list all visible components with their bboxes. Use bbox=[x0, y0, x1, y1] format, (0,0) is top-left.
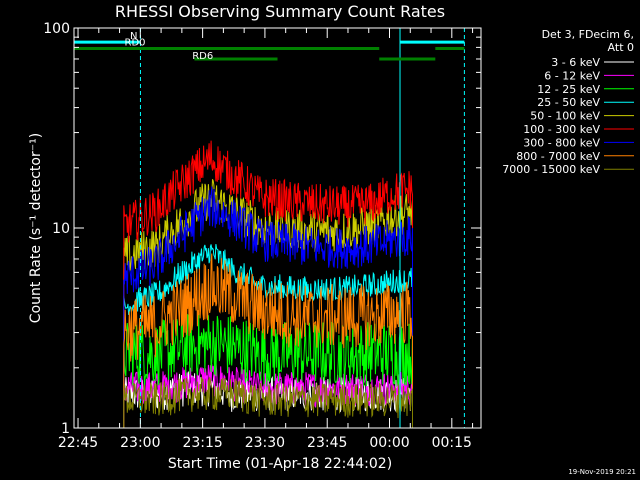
series-line-9 bbox=[123, 376, 413, 428]
legend-header-line-2: Att 0 bbox=[608, 41, 634, 54]
series-layer bbox=[123, 140, 413, 428]
y-tick-label: 1 bbox=[61, 421, 70, 437]
x-tick-label: 22:45 bbox=[58, 435, 98, 451]
legend-label: 50 - 100 keV bbox=[530, 110, 600, 123]
y-tick-label: 100 bbox=[43, 21, 70, 37]
legend-label: 800 - 7000 keV bbox=[516, 150, 600, 163]
legend-header-line-1: Det 3, FDecim 6, bbox=[542, 28, 634, 41]
x-tick-label: 00:00 bbox=[369, 435, 409, 451]
mode-bar-label-n: N bbox=[130, 31, 137, 42]
x-axis-label: Start Time (01-Apr-18 22:44:02) bbox=[168, 456, 392, 472]
series-line-4 bbox=[123, 244, 413, 428]
y-tick-label: 10 bbox=[52, 221, 70, 237]
x-tick-label: 23:15 bbox=[182, 435, 222, 451]
x-tick-label: 00:15 bbox=[432, 435, 472, 451]
date-stamp: 19-Nov-2019 20:21 bbox=[568, 468, 636, 476]
mode-bar-label-rd6: RD6 bbox=[192, 51, 213, 62]
chart-title: RHESSI Observing Summary Count Rates bbox=[115, 2, 445, 21]
mode-bar-label-rd0: RD0 bbox=[125, 37, 146, 48]
legend-label: 300 - 800 keV bbox=[523, 136, 600, 149]
x-axis: 22:45 23:00 23:15 23:30 23:45 00:00 00:15 bbox=[58, 28, 474, 451]
x-tick-label: 23:00 bbox=[120, 435, 160, 451]
legend-label: 12 - 25 keV bbox=[537, 83, 600, 96]
y-axis-label: Count Rate (s⁻¹ detector⁻¹) bbox=[28, 133, 44, 323]
legend-label: 7000 - 15000 keV bbox=[502, 163, 600, 176]
x-tick-label: 23:45 bbox=[307, 435, 347, 451]
legend-label: 3 - 6 keV bbox=[551, 56, 600, 69]
y-axis: 1 10 100 bbox=[43, 21, 481, 437]
series-line-8 bbox=[123, 253, 413, 428]
x-tick-label: 23:30 bbox=[245, 435, 285, 451]
legend-label: 6 - 12 keV bbox=[544, 69, 600, 82]
series-line-7 bbox=[123, 186, 413, 428]
legend-label: 100 - 300 keV bbox=[523, 123, 600, 136]
series-line-3 bbox=[123, 312, 413, 428]
series-line-6 bbox=[123, 140, 413, 428]
legend-label: 25 - 50 keV bbox=[537, 96, 600, 109]
